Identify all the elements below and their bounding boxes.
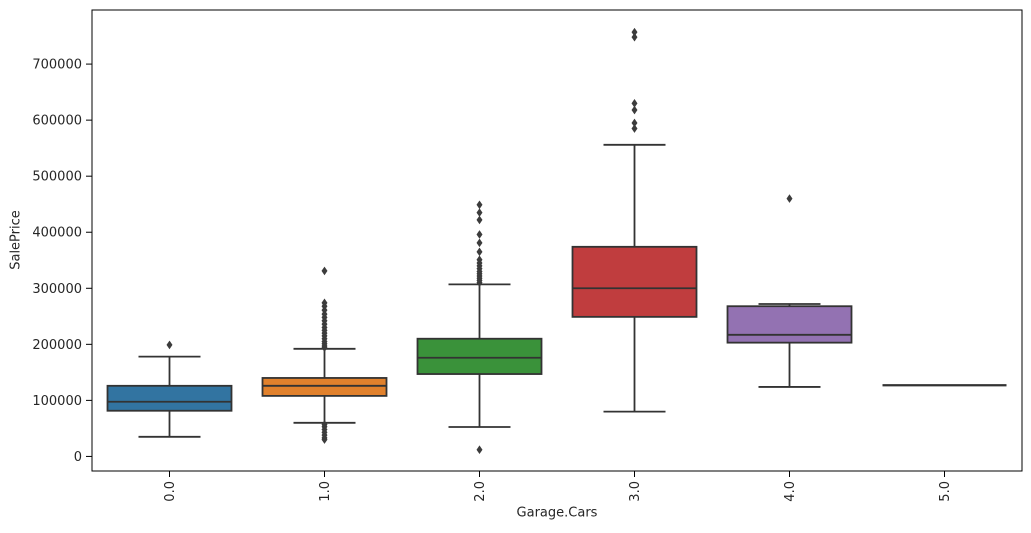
- outlier-1.0: [321, 435, 328, 444]
- outlier-1.0: [321, 343, 328, 352]
- box-2.0: [416, 337, 543, 375]
- outlier-2.0: [476, 238, 483, 248]
- box-3.0: [571, 245, 698, 318]
- outlier-3.0: [631, 32, 638, 42]
- outlier-1.0: [321, 266, 328, 276]
- box-1.0: [261, 377, 388, 397]
- outlier-2.0: [476, 278, 483, 287]
- outlier-0.0: [166, 340, 173, 350]
- y-tick-label: 600000: [32, 114, 82, 129]
- y-tick-label: 100000: [32, 394, 82, 409]
- x-tick-label: 2.0: [473, 481, 488, 502]
- plot-frame: [91, 9, 1023, 472]
- box-0.0: [106, 384, 233, 412]
- y-tick-label: 300000: [32, 282, 82, 297]
- outlier-2.0: [476, 215, 483, 225]
- x-tick-label: 1.0: [318, 481, 333, 502]
- outlier-2.0: [476, 445, 483, 455]
- box-4.0: [726, 305, 853, 344]
- y-axis-label: SalePrice: [8, 210, 24, 270]
- y-tick-label: 700000: [32, 58, 82, 73]
- x-tick-label: 4.0: [783, 481, 798, 502]
- y-tick-label: 500000: [32, 170, 82, 185]
- outlier-3.0: [631, 124, 638, 133]
- outlier-3.0: [631, 105, 638, 115]
- x-tick-label: 3.0: [628, 481, 643, 502]
- x-tick-label: 5.0: [938, 481, 953, 502]
- y-tick-label: 0: [74, 450, 82, 465]
- x-axis-label: Garage.Cars: [516, 505, 598, 521]
- outlier-2.0: [476, 230, 483, 239]
- y-tick-label: 200000: [32, 338, 82, 353]
- x-tick-label: 0.0: [163, 481, 178, 502]
- outlier-4.0: [786, 194, 793, 203]
- y-tick-label: 400000: [32, 226, 82, 241]
